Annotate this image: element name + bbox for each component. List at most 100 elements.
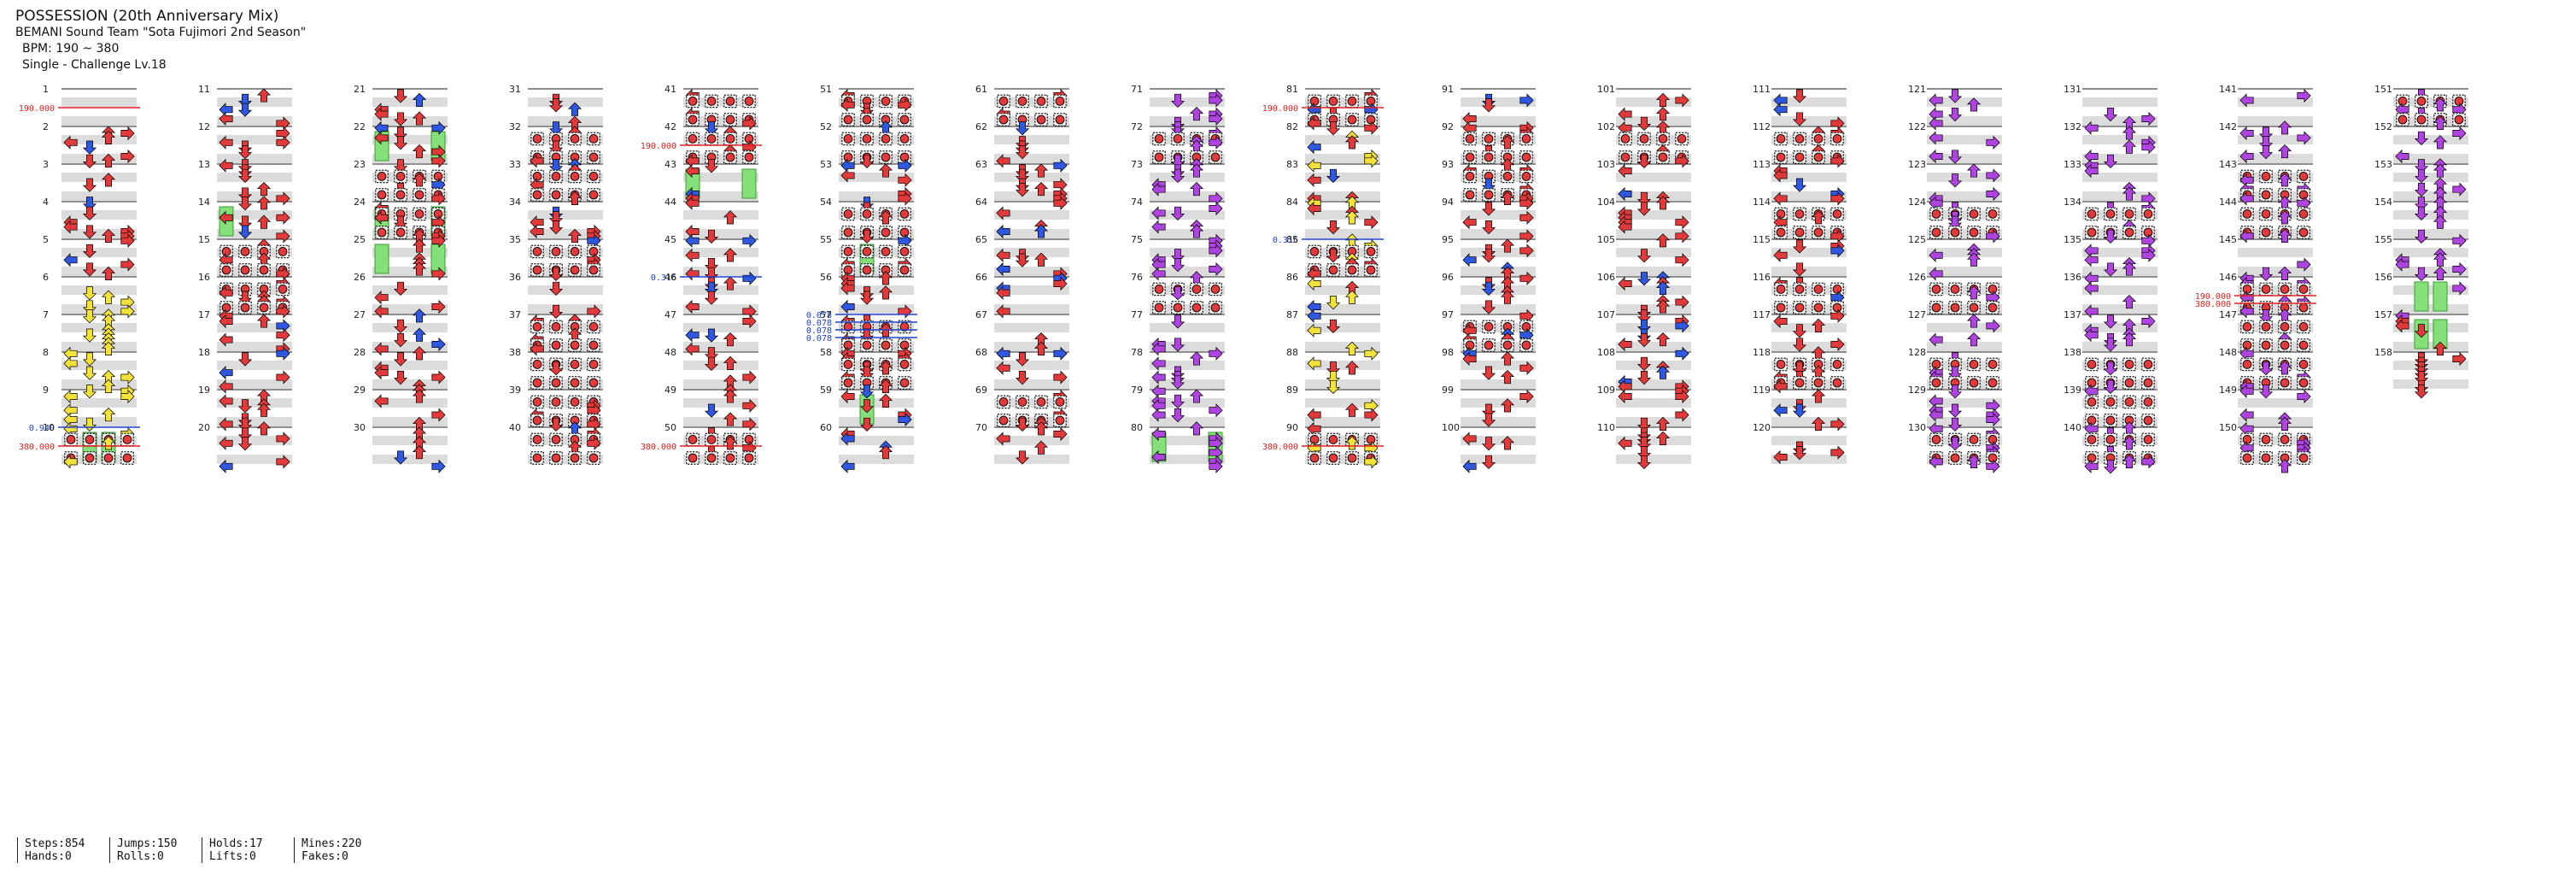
measure-number: 157 bbox=[2374, 309, 2392, 320]
measure-band bbox=[839, 361, 914, 370]
measure-number: 138 bbox=[2064, 347, 2081, 358]
measure-number: 53 bbox=[820, 159, 832, 170]
mine-icon bbox=[1482, 338, 1496, 352]
measure-number: 63 bbox=[975, 159, 987, 170]
mine-icon bbox=[1812, 132, 1825, 146]
measure-number: 108 bbox=[1597, 347, 1615, 358]
measure-band bbox=[2238, 229, 2313, 238]
measure-number: 150 bbox=[2219, 422, 2237, 433]
measure-number: 42 bbox=[664, 121, 676, 132]
measure-band bbox=[2393, 135, 2468, 144]
measure-number: 20 bbox=[198, 422, 210, 433]
mine-icon bbox=[530, 169, 544, 184]
measure-band bbox=[61, 267, 137, 276]
mine-icon bbox=[2122, 207, 2136, 221]
measure-number: 101 bbox=[1597, 84, 1615, 95]
mine-icon bbox=[841, 357, 855, 372]
measure-band bbox=[217, 97, 292, 107]
measure-band bbox=[994, 304, 1069, 314]
mine-icon bbox=[2240, 338, 2254, 352]
mine-icon bbox=[1948, 451, 1962, 465]
measure-band bbox=[217, 248, 292, 257]
measure-number: 69 bbox=[975, 385, 987, 396]
mine-icon bbox=[1793, 207, 1806, 221]
measure-number: 73 bbox=[1131, 159, 1143, 170]
mine-icon bbox=[2122, 395, 2136, 409]
mine-icon bbox=[2240, 357, 2254, 372]
mine-icon bbox=[2240, 320, 2254, 334]
measure-band bbox=[839, 173, 914, 182]
measure-band bbox=[1927, 379, 2002, 389]
measure-number: 116 bbox=[1753, 272, 1771, 283]
measure-number: 52 bbox=[820, 121, 832, 132]
measure-band bbox=[1150, 436, 1225, 445]
measure-number: 65 bbox=[975, 234, 987, 245]
mine-icon bbox=[2297, 207, 2310, 221]
measure-band bbox=[683, 248, 758, 257]
measure-band bbox=[1461, 116, 1536, 126]
measure-number: 98 bbox=[1442, 347, 1454, 358]
mine-icon bbox=[742, 132, 756, 146]
measure-band bbox=[2082, 135, 2157, 144]
mine-icon bbox=[2278, 282, 2292, 297]
mine-icon bbox=[723, 150, 737, 164]
measure-band bbox=[683, 361, 758, 370]
measure-band bbox=[1305, 173, 1380, 182]
mine-icon bbox=[898, 226, 911, 239]
measure-number: 89 bbox=[1286, 385, 1298, 396]
measure-number: 46 bbox=[664, 272, 676, 283]
mine-icon bbox=[1774, 282, 1788, 297]
measure-number: 39 bbox=[509, 385, 521, 396]
measure-number: 137 bbox=[2064, 309, 2081, 320]
mine-icon bbox=[2122, 357, 2136, 372]
measure-bands bbox=[61, 88, 2468, 464]
mine-icon bbox=[1830, 282, 1844, 297]
measure-band bbox=[217, 116, 292, 126]
mine-icon bbox=[1326, 94, 1340, 109]
measure-band bbox=[994, 248, 1069, 257]
mine-icon bbox=[2259, 226, 2273, 239]
measure-number: 129 bbox=[1908, 385, 1926, 396]
mine-icon bbox=[2085, 414, 2099, 427]
measure-band bbox=[1150, 191, 1225, 201]
measure-band bbox=[1305, 97, 1380, 107]
measure-band bbox=[1461, 191, 1536, 201]
measure-band bbox=[2238, 135, 2313, 144]
mine-icon bbox=[530, 357, 544, 372]
measure-band bbox=[1150, 304, 1225, 314]
measure-band bbox=[1927, 229, 2002, 238]
mine-icon bbox=[1190, 282, 1203, 297]
mine-icon bbox=[587, 320, 600, 334]
measure-band bbox=[994, 116, 1069, 126]
measure-band bbox=[2082, 97, 2157, 107]
measure-band bbox=[1771, 173, 1847, 182]
mine-icon bbox=[2104, 207, 2117, 221]
mine-icon bbox=[841, 226, 855, 239]
mine-icon bbox=[860, 263, 874, 277]
measure-band bbox=[1927, 248, 2002, 257]
mine-icon bbox=[394, 226, 407, 239]
mine-icon bbox=[568, 338, 582, 352]
measure-band bbox=[528, 116, 603, 126]
measure-band bbox=[839, 191, 914, 201]
mine-icon bbox=[83, 451, 97, 465]
mine-icon bbox=[2085, 207, 2099, 221]
measure-number: 57 bbox=[820, 309, 832, 320]
measure-number: 4 bbox=[43, 197, 49, 208]
measure-band bbox=[994, 398, 1069, 408]
measure-band bbox=[994, 323, 1069, 332]
measure-band bbox=[217, 361, 292, 370]
mine-icon bbox=[1830, 376, 1844, 390]
mine-icon bbox=[879, 244, 893, 259]
mine-icon bbox=[2240, 282, 2254, 297]
mine-icon bbox=[686, 451, 700, 465]
measure-band bbox=[2393, 379, 2468, 389]
mine-icon bbox=[1034, 113, 1048, 126]
measure-band bbox=[61, 97, 137, 107]
measure-number: 64 bbox=[975, 197, 987, 208]
measure-band bbox=[1771, 361, 1847, 370]
measure-number: 117 bbox=[1753, 309, 1771, 320]
mine-icon bbox=[841, 113, 855, 126]
measure-number: 88 bbox=[1286, 347, 1298, 358]
measure-number: 136 bbox=[2064, 272, 2081, 283]
